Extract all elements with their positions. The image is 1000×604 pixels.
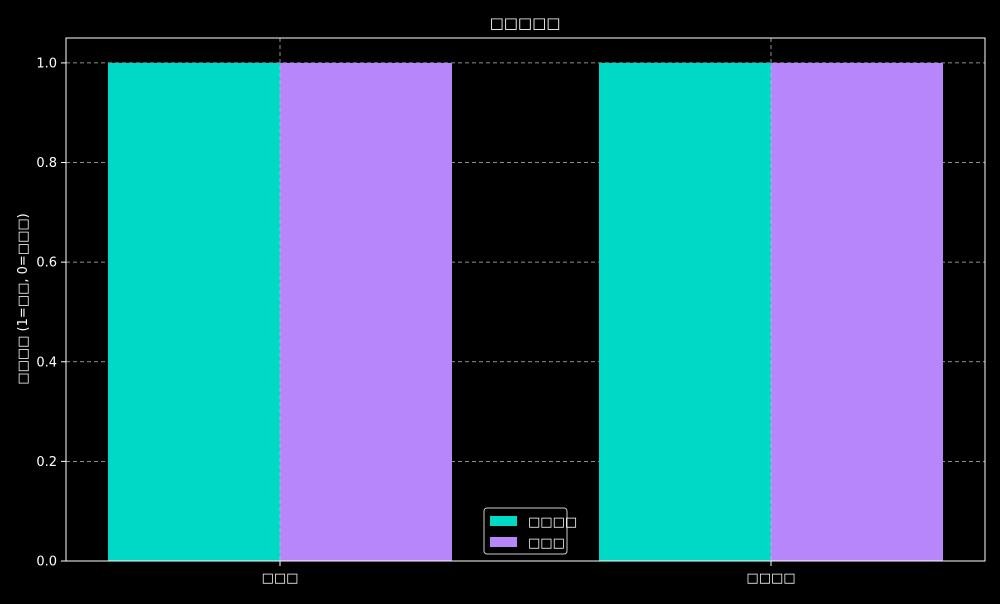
axes <box>61 37 986 566</box>
chart-title: □□□□□ <box>490 14 561 32</box>
legend-swatch <box>490 537 517 547</box>
legend-label: □□□ <box>528 536 565 551</box>
x-tick-label: □□□ <box>262 571 299 586</box>
y-tick-label: 0.2 <box>36 455 57 470</box>
bars <box>108 62 943 562</box>
y-axis-label: □□□□ (1=□□, 0=□□□) <box>16 213 31 384</box>
x-tick-label: □□□□ <box>746 571 795 586</box>
vertical-grid-lines <box>279 38 772 561</box>
legend: □□□□□□□ <box>483 507 577 555</box>
y-tick-label: 1.0 <box>36 56 57 71</box>
y-tick-label: 0.8 <box>36 156 57 171</box>
bar <box>280 62 452 562</box>
legend-swatch <box>490 516 517 526</box>
x-tick-labels: □□□ □□□□ <box>262 571 796 586</box>
bar <box>108 62 280 562</box>
y-tick-labels: 0.0 0.2 0.4 0.6 0.8 1.0 <box>36 56 57 569</box>
y-tick-label: 0.4 <box>36 355 57 370</box>
y-tick-label: 0.6 <box>36 256 57 271</box>
bar <box>771 62 943 562</box>
bar <box>599 62 771 562</box>
legend-label: □□□□ <box>528 515 577 530</box>
y-tick-label: 0.0 <box>36 555 57 570</box>
plot-frame <box>65 37 986 562</box>
